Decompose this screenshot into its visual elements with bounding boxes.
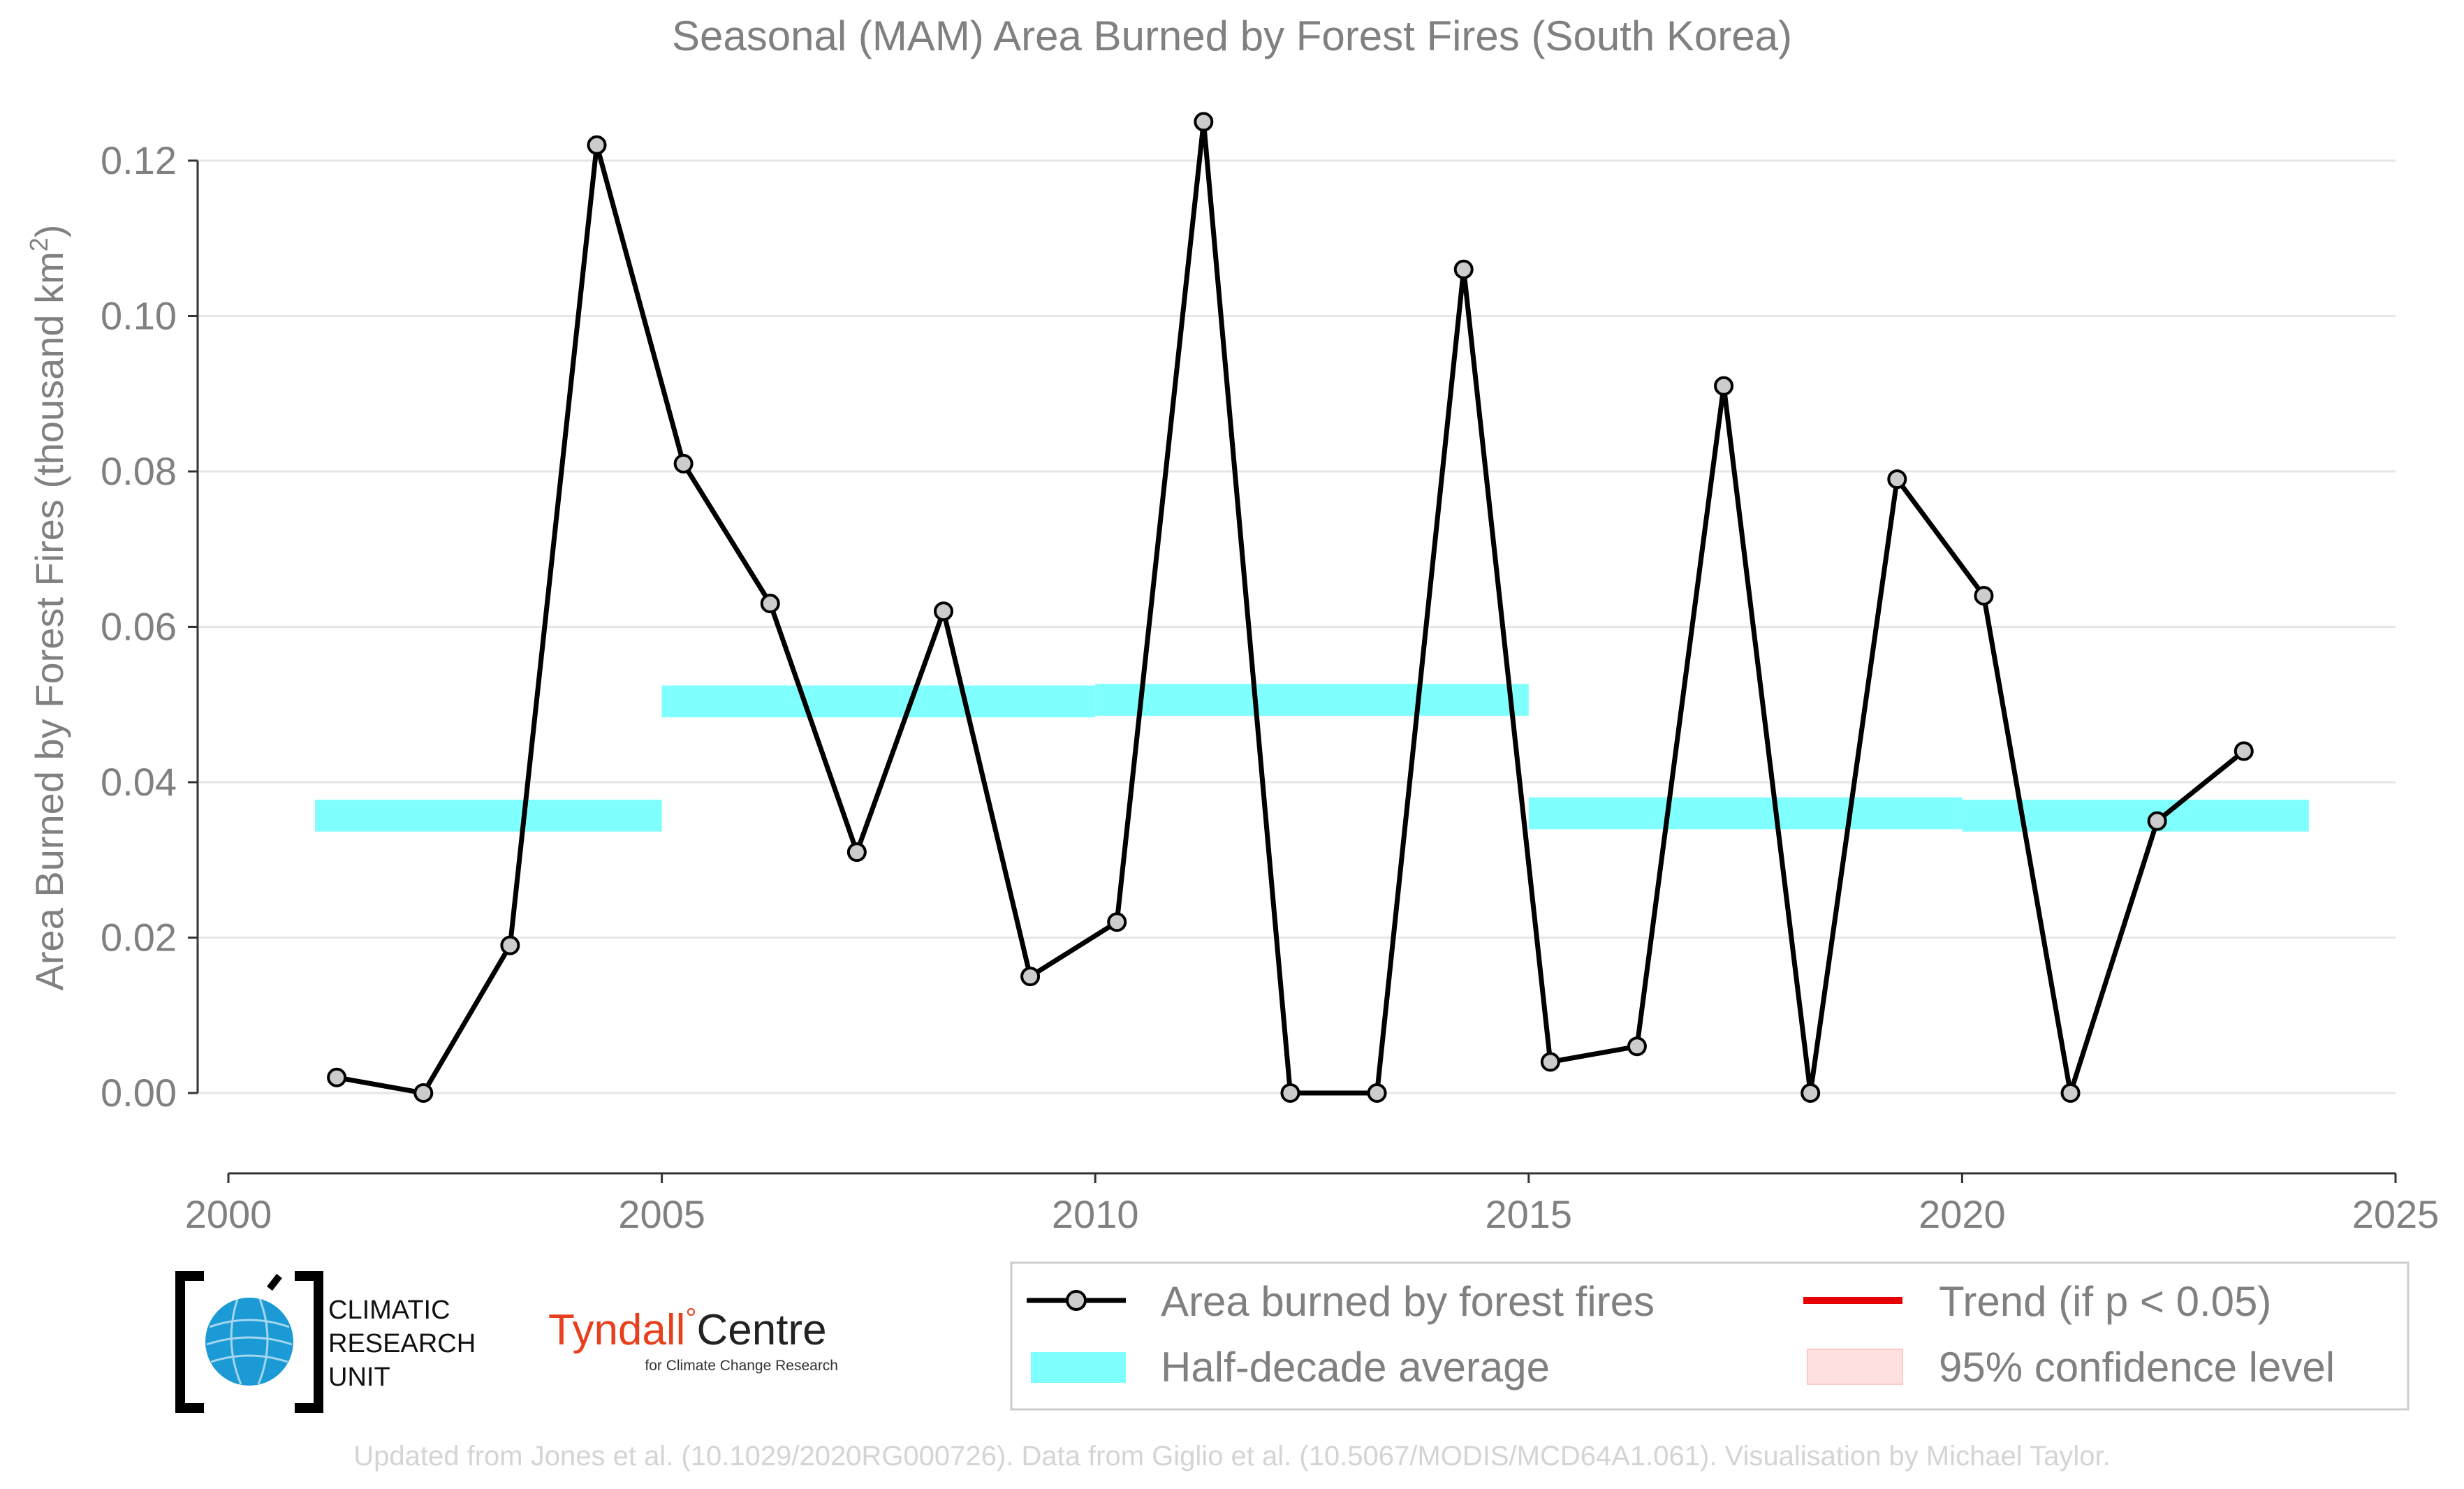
y-tick-label: 0.00 (101, 1071, 177, 1115)
y-tick-label: 0.10 (101, 294, 177, 338)
data-point (1107, 912, 1127, 932)
y-tick-label: 0.06 (101, 605, 177, 649)
legend-swatch-half-decade (1031, 1352, 1126, 1383)
data-point (500, 935, 520, 955)
legend-swatch-confidence (1807, 1349, 1903, 1385)
data-point (1974, 586, 1994, 606)
chart-title: Seasonal (MAM) Area Burned by Forest Fir… (672, 13, 1792, 59)
tyndall-logo: Tyndall°Centre for Climate Change Resear… (548, 1303, 838, 1374)
legend-label-series: Area burned by forest fires (1161, 1278, 1655, 1325)
cru-logo-line2: RESEARCH (328, 1329, 476, 1358)
y-axis-label-end: ) (27, 225, 71, 238)
half-decade-band (661, 685, 1096, 718)
data-point (1540, 1052, 1560, 1072)
data-point (587, 135, 607, 155)
x-tick-label: 2010 (1052, 1192, 1139, 1236)
series-line (336, 119, 2245, 1096)
data-point (1801, 1083, 1821, 1103)
x-tick-label: 2025 (2352, 1192, 2440, 1236)
data-point (1453, 259, 1474, 279)
data-point (1020, 967, 1041, 987)
data-point (1714, 376, 1734, 396)
y-tick-label: 0.12 (101, 138, 177, 182)
legend-label-half-decade: Half-decade average (1161, 1344, 1550, 1391)
y-axis-label-superscript: 2 (24, 237, 53, 251)
legend: Area burned by forest fires Trend (if p … (1010, 1261, 2410, 1411)
data-point (673, 453, 694, 474)
data-point (933, 601, 953, 622)
tyndall-logo-main: Tyndall°Centre (548, 1303, 827, 1354)
data-point (1280, 1083, 1300, 1103)
footer-credit: Updated from Jones et al. (10.1029/2020R… (353, 1441, 2110, 1472)
y-axis: 0.00 0.02 0.04 0.06 0.08 0.10 0.12 (101, 138, 199, 1115)
half-decade-band (1962, 800, 2309, 832)
data-point (2234, 741, 2254, 761)
data-series (327, 112, 2254, 1103)
half-decade-band (1095, 684, 1529, 716)
y-gridlines (198, 159, 2396, 1094)
half-decade-band (1528, 797, 1963, 830)
x-tick-label: 2020 (1919, 1192, 2006, 1236)
cru-logo: CLIMATIC RESEARCH UNIT (175, 1271, 476, 1413)
y-tick-label: 0.04 (101, 760, 177, 804)
x-tick-label: 2005 (618, 1192, 705, 1236)
tyndall-logo-sub: for Climate Change Research (645, 1358, 838, 1374)
half-decade-bands (315, 684, 2309, 832)
data-point (1367, 1083, 1387, 1103)
data-point (1887, 469, 1907, 490)
legend-label-trend: Trend (if p < 0.05) (1939, 1278, 2271, 1325)
legend-box (1010, 1261, 2410, 1411)
globe-icon (205, 1298, 293, 1386)
legend-label-confidence: 95% confidence level (1939, 1344, 2335, 1391)
data-point (413, 1083, 434, 1103)
x-tick-label: 2000 (185, 1192, 272, 1236)
y-axis-label-main: Area Burned by Forest Fires (thousand km (27, 251, 71, 990)
x-tick-label: 2015 (1486, 1192, 1573, 1236)
half-decade-band (315, 800, 662, 832)
data-point (760, 594, 780, 614)
data-point (327, 1067, 347, 1087)
tyndall-logo-degree: ° (685, 1303, 696, 1334)
y-tick-label: 0.02 (101, 916, 177, 960)
data-point (2147, 811, 2167, 831)
cru-logo-line3: UNIT (328, 1363, 390, 1392)
cru-logo-line1: CLIMATIC (328, 1296, 450, 1325)
legend-swatch-series-marker (1066, 1290, 1087, 1311)
data-point (846, 842, 867, 863)
y-tick-label: 0.08 (101, 449, 177, 493)
x-axis: 2000 2005 2010 2015 2020 2025 (185, 1172, 2440, 1236)
y-axis-label: Area Burned by Forest Fires (thousand km… (24, 225, 71, 991)
data-point (2060, 1083, 2081, 1103)
tyndall-logo-centre: Centre (696, 1306, 826, 1354)
data-point (1627, 1036, 1647, 1057)
data-point (1194, 112, 1214, 132)
